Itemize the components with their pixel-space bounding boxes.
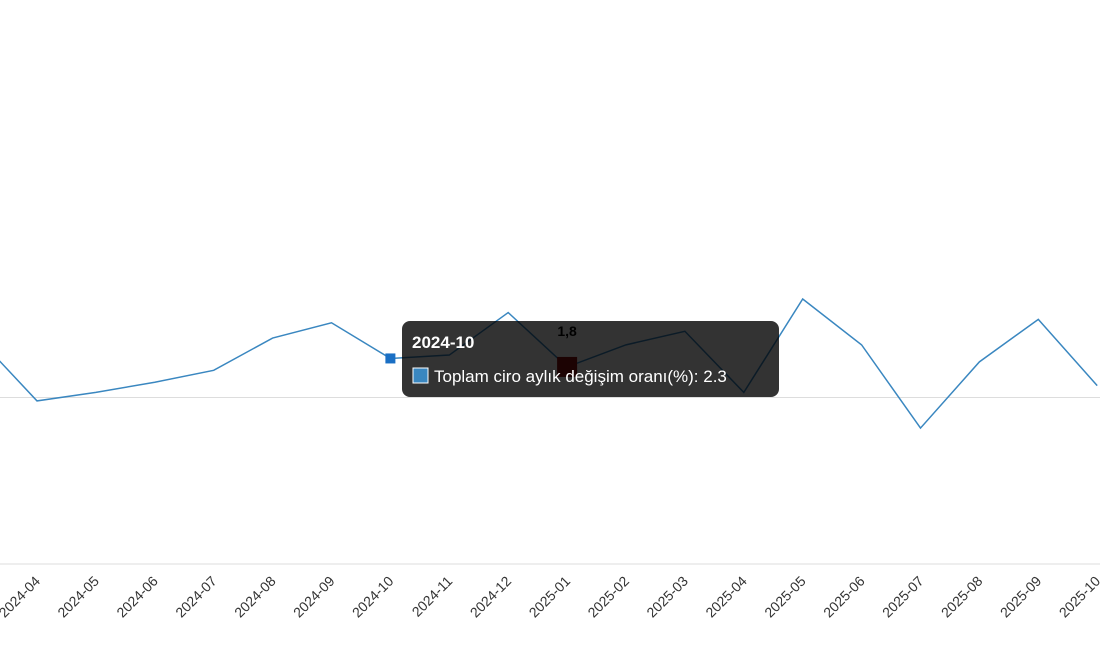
x-tick-label: 2025-05 xyxy=(761,573,809,621)
tooltip-title: 2024-10 xyxy=(412,333,474,352)
x-tick-label: 2025-01 xyxy=(526,573,574,621)
x-tick-label: 2025-04 xyxy=(702,573,750,621)
x-tick-label: 2025-10 xyxy=(1056,573,1100,621)
x-tick-label: 2024-10 xyxy=(349,573,397,621)
tooltip-swatch xyxy=(412,367,429,384)
x-tick-label: 2024-04 xyxy=(0,573,43,621)
tooltip-box xyxy=(402,321,779,397)
x-tick-label: 2024-08 xyxy=(231,573,279,621)
tooltip-text: Toplam ciro aylık değişim oranı(%): 2.3 xyxy=(434,367,727,386)
x-tick-label: 2025-02 xyxy=(584,573,632,621)
x-tick-label: 2025-09 xyxy=(997,573,1045,621)
data-label: 1,8 xyxy=(557,323,577,339)
x-tick-label: 2024-12 xyxy=(467,573,515,621)
tooltip: 2024-10 Toplam ciro aylık değişim oranı(%… xyxy=(402,321,779,397)
x-tick-label: 2025-08 xyxy=(938,573,986,621)
x-tick-label: 2025-03 xyxy=(643,573,691,621)
hover-marker xyxy=(385,353,396,364)
x-tick-label: 2024-11 xyxy=(409,573,456,620)
x-tick-label: 2024-07 xyxy=(172,573,220,621)
x-tick-label: 2025-06 xyxy=(820,573,868,621)
x-tick-label: 2024-06 xyxy=(113,573,161,621)
x-tick-label: 2024-05 xyxy=(54,573,102,621)
x-tick-label: 2025-07 xyxy=(879,573,927,621)
x-tick-label: 2024-09 xyxy=(290,573,338,621)
